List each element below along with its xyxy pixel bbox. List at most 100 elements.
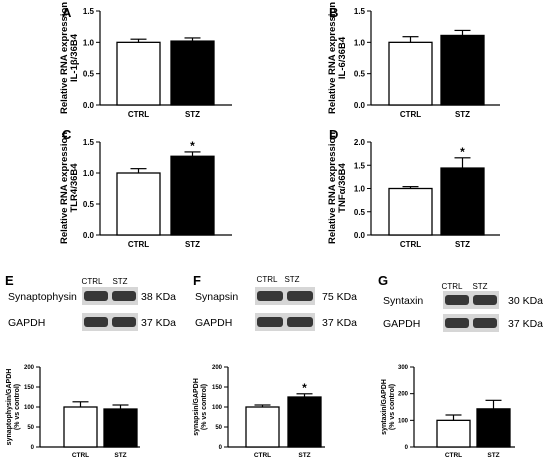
- lane-label-ctrl: CTRL: [442, 282, 463, 291]
- y-tick-label: 0: [405, 445, 409, 451]
- y-axis-label-line: Relative RNA expression: [59, 2, 70, 114]
- bar-ctrl: [388, 187, 433, 236]
- y-axis-label-line: synapsin/GAPDH: [193, 378, 200, 436]
- category-label-stz: STZ: [455, 110, 470, 119]
- panel-letter-d: D: [329, 127, 338, 142]
- bar-ctrl: [116, 172, 161, 236]
- lane-label-ctrl: CTRL: [82, 277, 103, 286]
- protein-label: Synaptophysin: [8, 291, 77, 303]
- protein-label: GAPDH: [8, 317, 45, 329]
- y-axis-label: syntaxin/GAPDH(% vs control): [381, 379, 396, 435]
- bar-ctrl: [436, 419, 471, 448]
- chart-panel-f: F 0 50 100 150 200 synapsin/GAPDH(% vs control…: [193, 273, 325, 459]
- panel-letter-a: A: [62, 5, 72, 20]
- y-axis-label-line: Relative RNA expression: [327, 132, 338, 244]
- y-tick-label: 0: [31, 445, 35, 451]
- category-label-stz: STZ: [114, 452, 126, 459]
- y-tick-label: 0.0: [83, 231, 95, 240]
- molecular-weight-label: 37 KDa: [322, 317, 357, 329]
- y-tick-label: 150: [212, 385, 223, 391]
- y-tick-label: 1.0: [354, 185, 366, 194]
- protein-label: Synapsin: [195, 291, 238, 303]
- protein-label: GAPDH: [195, 317, 232, 329]
- bar-ctrl: [63, 406, 98, 448]
- y-tick-label: 1.0: [354, 38, 366, 47]
- bar-stz: [440, 34, 485, 106]
- panel-letter-f: F: [193, 273, 201, 288]
- western-blot-g: CTRL STZ Syntaxin 30 KDa GAPDH 37 KDa: [383, 282, 543, 332]
- y-tick-label: 0.0: [354, 231, 366, 240]
- bar-ctrl: [388, 41, 433, 106]
- category-label-stz: STZ: [185, 110, 200, 119]
- y-tick-label: 0.5: [354, 70, 366, 79]
- western-blot-e: CTRL STZ Synaptophysin 38 KDa GAPDH 37 KDa: [8, 277, 176, 331]
- y-tick-label: 0.5: [83, 200, 95, 209]
- y-tick-label: 50: [215, 425, 222, 431]
- blot-band: [445, 295, 469, 305]
- y-axis-label: synaptophysin/GAPDH(% vs control): [6, 369, 21, 446]
- bar-stz: [170, 155, 215, 236]
- blot-band: [473, 295, 497, 305]
- y-tick-label: 1.0: [83, 169, 95, 178]
- category-label-ctrl: CTRL: [400, 240, 421, 249]
- blot-band: [287, 291, 313, 301]
- category-label-ctrl: CTRL: [72, 452, 89, 459]
- category-label-ctrl: CTRL: [400, 110, 421, 119]
- y-axis-label: synapsin/GAPDH(% vs control): [193, 378, 208, 436]
- blot-band: [287, 317, 313, 327]
- lane-label-stz: STZ: [112, 277, 127, 286]
- category-label-ctrl: CTRL: [128, 110, 149, 119]
- y-axis-label-line: (% vs control): [14, 384, 21, 430]
- chart-panel-d: D 0.0 0.5 1.0 1.5 2.0 Relative RNA expressionT…: [327, 127, 500, 249]
- panel-letter-c: C: [62, 127, 72, 142]
- y-tick-label: 1.5: [83, 7, 95, 16]
- y-axis-label-line: (% vs control): [201, 384, 208, 430]
- blot-band: [112, 317, 136, 327]
- y-tick-label: 0: [219, 445, 223, 451]
- y-tick-label: 200: [24, 365, 35, 371]
- y-tick-label: 0.0: [354, 101, 366, 110]
- category-label-ctrl: CTRL: [254, 452, 271, 459]
- y-axis-label-line: Relative RNA expression: [59, 132, 70, 244]
- panel-letter-e: E: [5, 273, 14, 288]
- y-axis-label-line: TLR4/36B4: [69, 163, 80, 213]
- y-tick-label: 0.5: [354, 208, 366, 217]
- y-axis-label-line: Relative RNA expression: [327, 2, 338, 114]
- y-tick-label: 50: [27, 425, 34, 431]
- y-axis-label-line: (% vs control): [389, 384, 396, 430]
- category-label-stz: STZ: [487, 452, 499, 459]
- y-axis-label-line: synaptophysin/GAPDH: [6, 369, 13, 446]
- y-tick-label: 1.5: [354, 161, 366, 170]
- significance-marker: *: [460, 145, 465, 159]
- y-axis-label-line: IL-1β/36B4: [69, 33, 80, 82]
- bar-stz: [440, 167, 485, 236]
- significance-marker: *: [190, 139, 195, 153]
- protein-label: GAPDH: [383, 318, 420, 330]
- y-tick-label: 150: [24, 385, 35, 391]
- y-tick-label: 100: [24, 405, 35, 411]
- bar-stz: [476, 408, 511, 448]
- y-tick-label: 100: [398, 418, 409, 424]
- molecular-weight-label: 38 KDa: [141, 291, 176, 303]
- y-tick-label: 0.0: [83, 101, 95, 110]
- bar-stz: [287, 396, 322, 448]
- molecular-weight-label: 37 KDa: [141, 317, 176, 329]
- panel-letter-b: B: [329, 5, 338, 20]
- lane-label-stz: STZ: [472, 282, 487, 291]
- y-axis-label-line: syntaxin/GAPDH: [381, 379, 388, 435]
- category-label-stz: STZ: [185, 240, 200, 249]
- chart-panel-g: G 0 100 200 300 syntaxin/GAPDH(% vs control) C…: [378, 273, 515, 459]
- y-axis-label-line: IL-6/36B4: [337, 36, 348, 79]
- blot-band: [257, 317, 283, 327]
- category-label-stz: STZ: [455, 240, 470, 249]
- y-tick-label: 100: [212, 405, 223, 411]
- y-axis-label: Relative RNA expressionTLR4/36B4: [59, 132, 80, 244]
- y-axis-label: Relative RNA expressionIL-1β/36B4: [59, 2, 80, 114]
- y-tick-label: 1.0: [83, 38, 95, 47]
- y-axis-label-line: TNFα/36B4: [337, 162, 348, 212]
- category-label-ctrl: CTRL: [445, 452, 462, 459]
- chart-panel-b: B 0.0 0.5 1.0 1.5 Relative RNA expressionIL-6…: [327, 2, 500, 119]
